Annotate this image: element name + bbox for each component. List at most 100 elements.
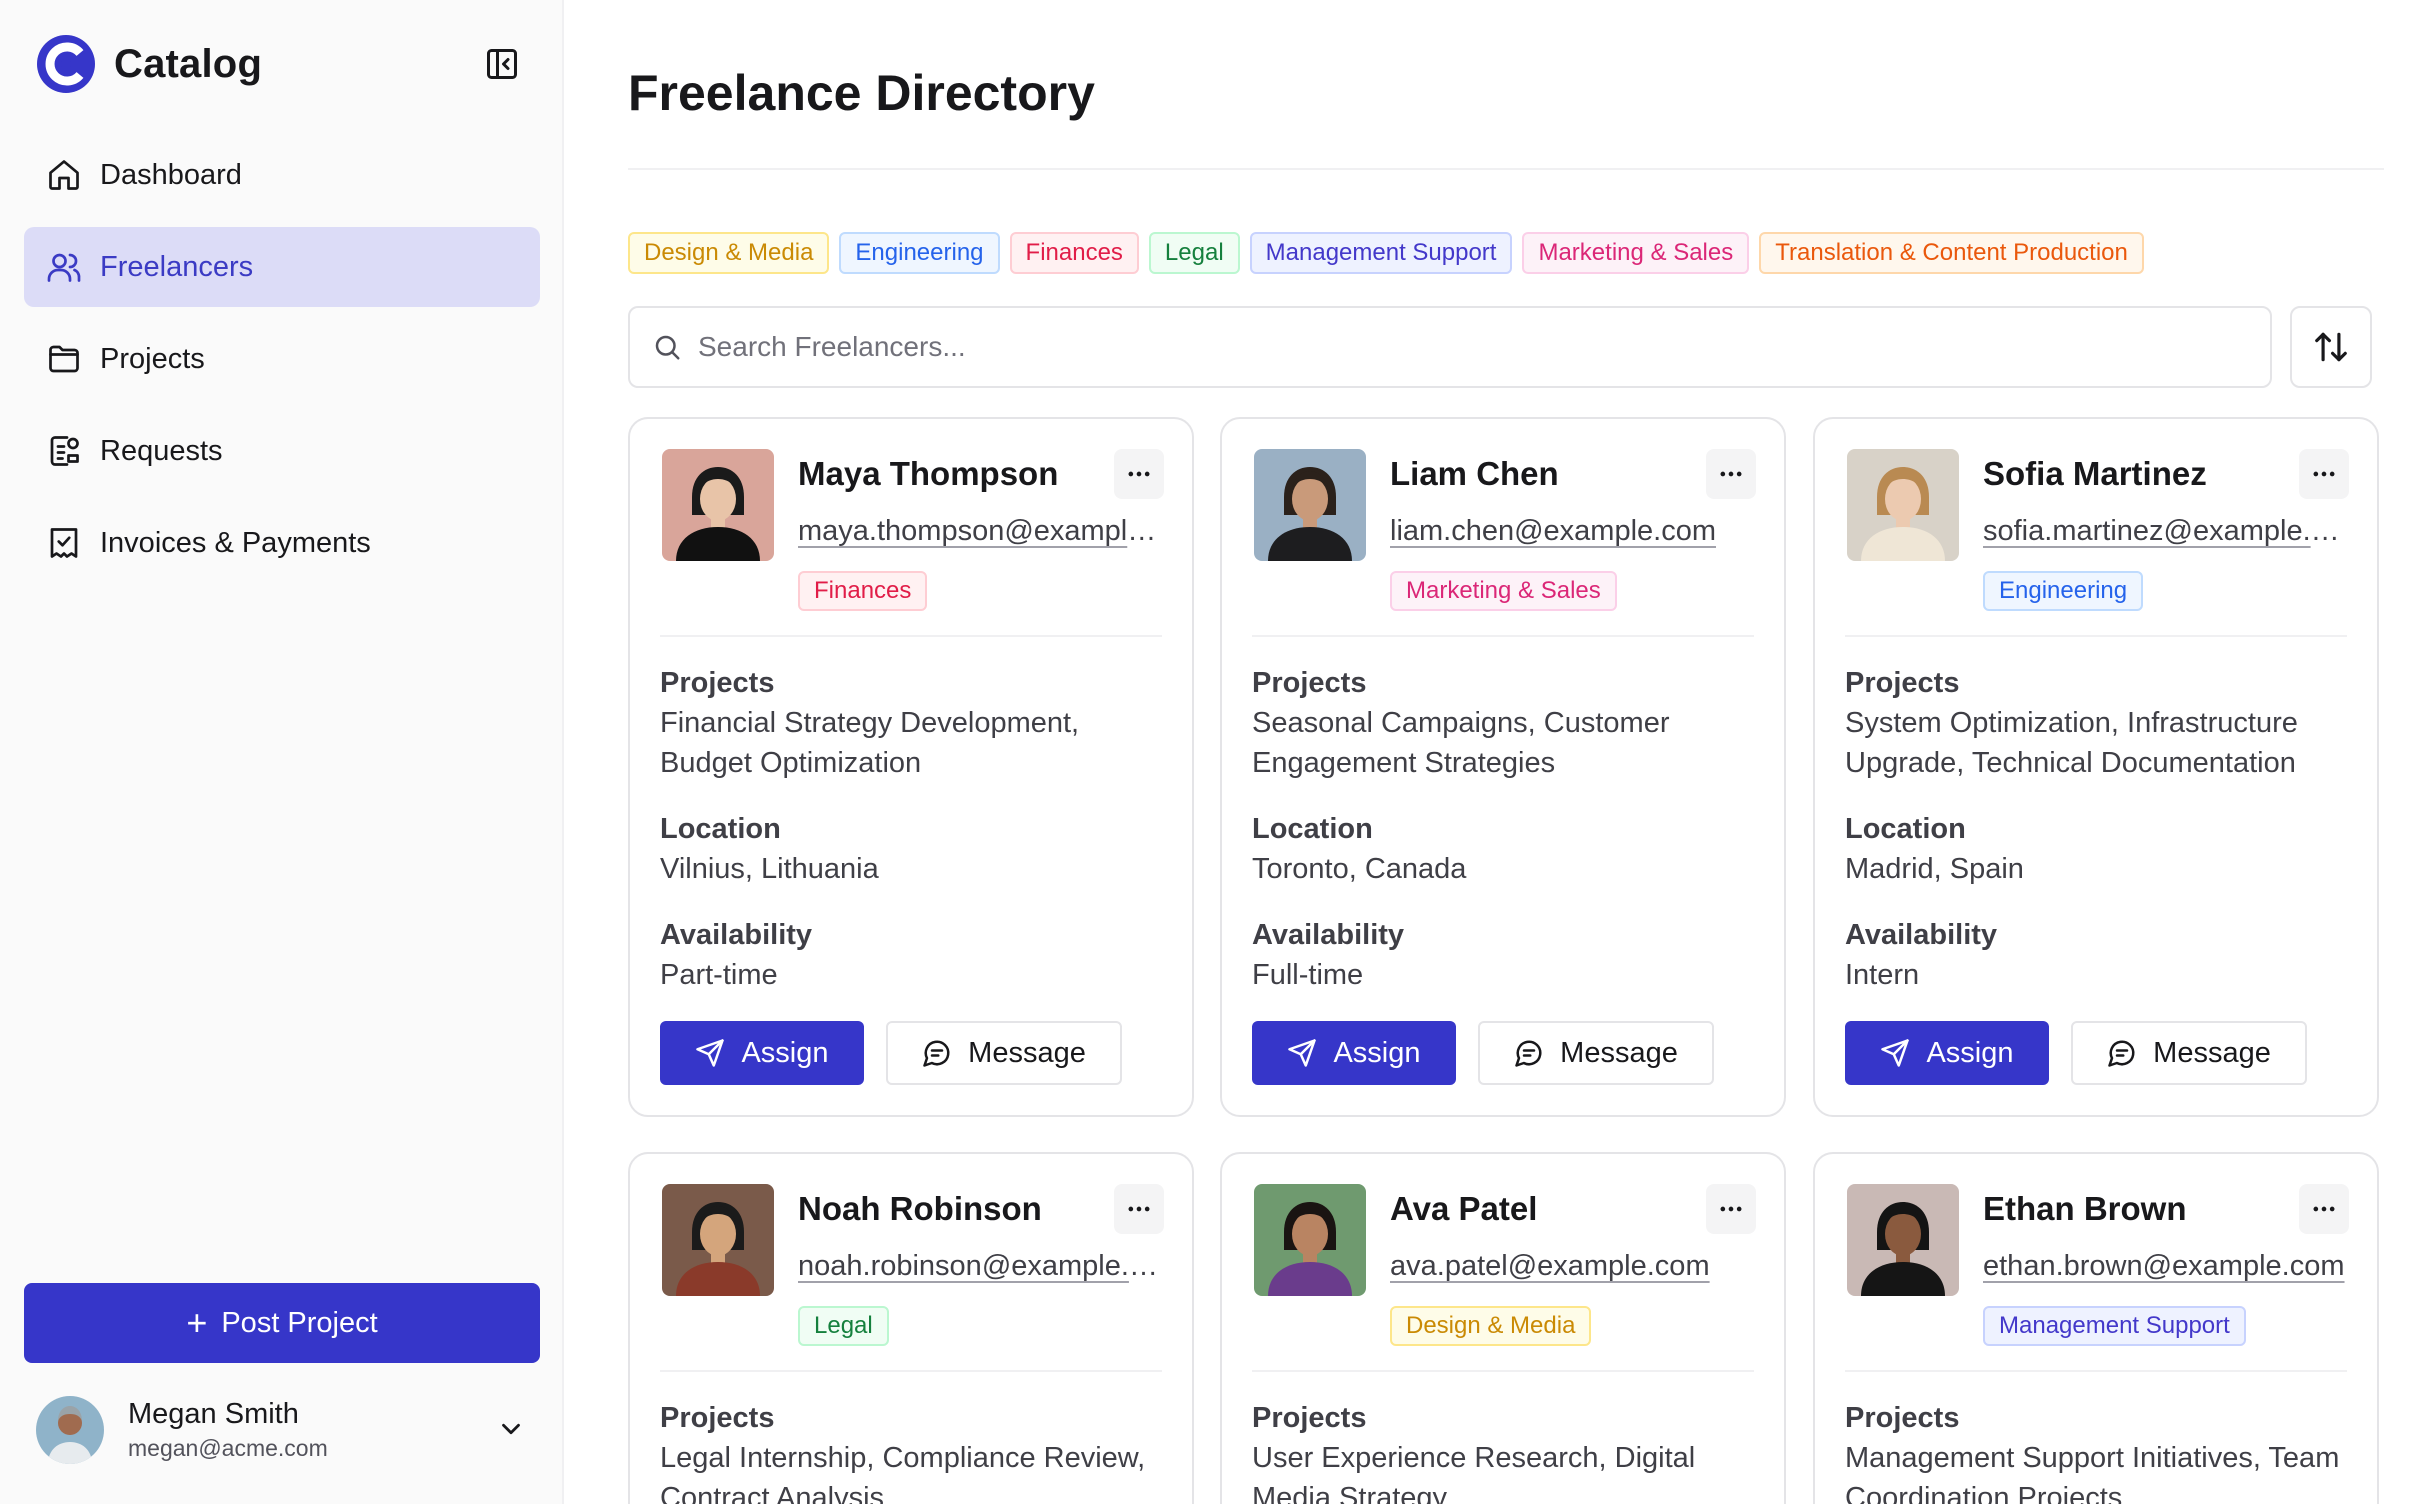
card-body: Projects Financial Strategy Development,… xyxy=(660,637,1162,1115)
projects-field: Projects Financial Strategy Development,… xyxy=(660,663,1162,783)
location-field: Location Toronto, Canada xyxy=(1252,809,1754,889)
availability-field: Availability Full-time xyxy=(1252,915,1754,995)
search-bar xyxy=(628,306,2272,388)
sidebar-item-label: Dashboard xyxy=(100,158,242,191)
availability-field: Availability Part-time xyxy=(660,915,1162,995)
projects-value: User Experience Research, Digital Media … xyxy=(1252,1442,1696,1504)
more-options-button[interactable] xyxy=(1114,1184,1164,1234)
freelancer-email-link[interactable]: noah.robinson@example.com xyxy=(798,1250,1160,1282)
catalog-logo-icon xyxy=(37,35,95,93)
freelancer-name: Sofia Martinez xyxy=(1983,455,2207,492)
home-icon xyxy=(44,155,84,195)
projects-field: Projects System Optimization, Infrastruc… xyxy=(1845,663,2347,783)
projects-label: Projects xyxy=(1252,667,1367,699)
more-options-button[interactable] xyxy=(1706,1184,1756,1234)
projects-value: Financial Strategy Development, Budget O… xyxy=(660,707,1080,779)
sidebar-item-invoices-payments[interactable]: Invoices & Payments xyxy=(24,503,540,583)
post-project-label: Post Project xyxy=(221,1306,378,1339)
more-horizontal-icon xyxy=(1128,1206,1150,1212)
users-icon xyxy=(44,247,84,287)
availability-value: Part-time xyxy=(660,959,778,991)
availability-value: Full-time xyxy=(1252,959,1364,991)
freelancer-email-link[interactable]: liam.chen@example.com xyxy=(1390,515,1717,547)
message-button[interactable]: Message xyxy=(886,1021,1122,1085)
filter-finances[interactable]: Finances xyxy=(1009,232,1139,274)
sidebar-item-requests[interactable]: Requests xyxy=(24,411,540,491)
freelancer-email-link[interactable]: maya.thompson@example.com xyxy=(798,515,1160,547)
message-button[interactable]: Message xyxy=(2071,1021,2307,1085)
more-options-button[interactable] xyxy=(2299,449,2349,499)
user-menu[interactable]: Megan Smith megan@acme.com xyxy=(36,1392,536,1468)
availability-value: Intern xyxy=(1845,959,1920,991)
freelancer-name: Ava Patel xyxy=(1390,1190,1538,1227)
projects-label: Projects xyxy=(1252,1402,1367,1434)
card-header: Sofia Martinez sofia.martinez@example.co… xyxy=(1845,419,2349,637)
request-icon xyxy=(44,431,84,471)
brand[interactable]: Catalog xyxy=(36,34,262,94)
sort-button[interactable] xyxy=(2290,306,2372,388)
location-value: Madrid, Spain xyxy=(1845,853,2024,885)
more-horizontal-icon xyxy=(2313,471,2335,477)
sort-arrows-icon xyxy=(2315,332,2347,362)
location-value: Toronto, Canada xyxy=(1252,853,1467,885)
card-body: Projects Management Support Initiatives,… xyxy=(1845,1372,2347,1504)
card-header: Noah Robinson noah.robinson@example.com … xyxy=(660,1154,1164,1372)
freelancer-photo xyxy=(662,1184,774,1296)
availability-field: Availability Intern xyxy=(1845,915,2347,995)
user-email: megan@acme.com xyxy=(128,1435,328,1461)
filter-marketing-sales[interactable]: Marketing & Sales xyxy=(1522,232,1750,274)
filter-design-media[interactable]: Design & Media xyxy=(628,232,830,274)
more-options-button[interactable] xyxy=(2299,1184,2349,1234)
card-actions: Assign Message xyxy=(1252,1021,1754,1115)
post-project-button[interactable]: + Post Project xyxy=(24,1283,540,1363)
category-badge: Design & Media xyxy=(1390,1306,1592,1346)
category-filters: Design & Media Engineering Finances Lega… xyxy=(628,232,2144,274)
filter-management-support[interactable]: Management Support xyxy=(1249,232,1513,274)
assign-button[interactable]: Assign xyxy=(660,1021,864,1085)
availability-label: Availability xyxy=(1845,919,1998,951)
projects-label: Projects xyxy=(1845,667,1960,699)
message-button[interactable]: Message xyxy=(1478,1021,1714,1085)
more-options-button[interactable] xyxy=(1114,449,1164,499)
message-label: Message xyxy=(2153,1036,2271,1069)
projects-label: Projects xyxy=(660,667,775,699)
sidebar-item-projects[interactable]: Projects xyxy=(24,319,540,399)
filter-translation-content[interactable]: Translation & Content Production xyxy=(1759,232,2144,274)
freelancer-card: Maya Thompson maya.thompson@example.com … xyxy=(628,417,1194,1117)
card-header: Maya Thompson maya.thompson@example.com … xyxy=(660,419,1164,637)
folder-icon xyxy=(44,339,84,379)
card-body: Projects Seasonal Campaigns, Customer En… xyxy=(1252,637,1754,1115)
more-options-button[interactable] xyxy=(1706,449,1756,499)
freelancer-email-link[interactable]: sofia.martinez@example.com xyxy=(1983,515,2345,547)
freelancer-card: Sofia Martinez sofia.martinez@example.co… xyxy=(1813,417,2379,1117)
collapse-sidebar-button[interactable] xyxy=(482,44,522,84)
send-icon xyxy=(1287,1038,1317,1068)
page-title: Freelance Directory xyxy=(628,65,1095,121)
projects-label: Projects xyxy=(660,1402,775,1434)
filter-engineering[interactable]: Engineering xyxy=(839,232,1000,274)
filter-legal[interactable]: Legal xyxy=(1148,232,1240,274)
freelancer-email-link[interactable]: ava.patel@example.com xyxy=(1390,1250,1710,1282)
sidebar-collapse-icon xyxy=(487,49,517,79)
projects-value: Legal Internship, Compliance Review, Con… xyxy=(660,1442,1146,1504)
plus-icon: + xyxy=(186,1302,208,1343)
message-label: Message xyxy=(968,1036,1086,1069)
sidebar-item-freelancers[interactable]: Freelancers xyxy=(24,227,540,307)
freelancer-name: Ethan Brown xyxy=(1983,1190,2187,1227)
freelancer-card: Noah Robinson noah.robinson@example.com … xyxy=(628,1152,1194,1504)
location-field: Location Vilnius, Lithuania xyxy=(660,809,1162,889)
assign-button[interactable]: Assign xyxy=(1252,1021,1456,1085)
assign-label: Assign xyxy=(1926,1036,2014,1069)
divider xyxy=(628,168,2384,170)
card-header: Liam Chen liam.chen@example.com Marketin… xyxy=(1252,419,1756,637)
freelancer-photo xyxy=(1254,449,1366,561)
sidebar: Catalog Dashboard Freelancers Projects xyxy=(0,0,564,1504)
category-badge: Finances xyxy=(798,571,928,611)
message-circle-icon xyxy=(2107,1038,2137,1068)
freelancer-email-link[interactable]: ethan.brown@example.com xyxy=(1983,1250,2345,1282)
assign-button[interactable]: Assign xyxy=(1845,1021,2049,1085)
card-body: Projects System Optimization, Infrastruc… xyxy=(1845,637,2347,1115)
sidebar-item-dashboard[interactable]: Dashboard xyxy=(24,135,540,215)
availability-label: Availability xyxy=(1252,919,1405,951)
search-input[interactable] xyxy=(698,331,2198,363)
